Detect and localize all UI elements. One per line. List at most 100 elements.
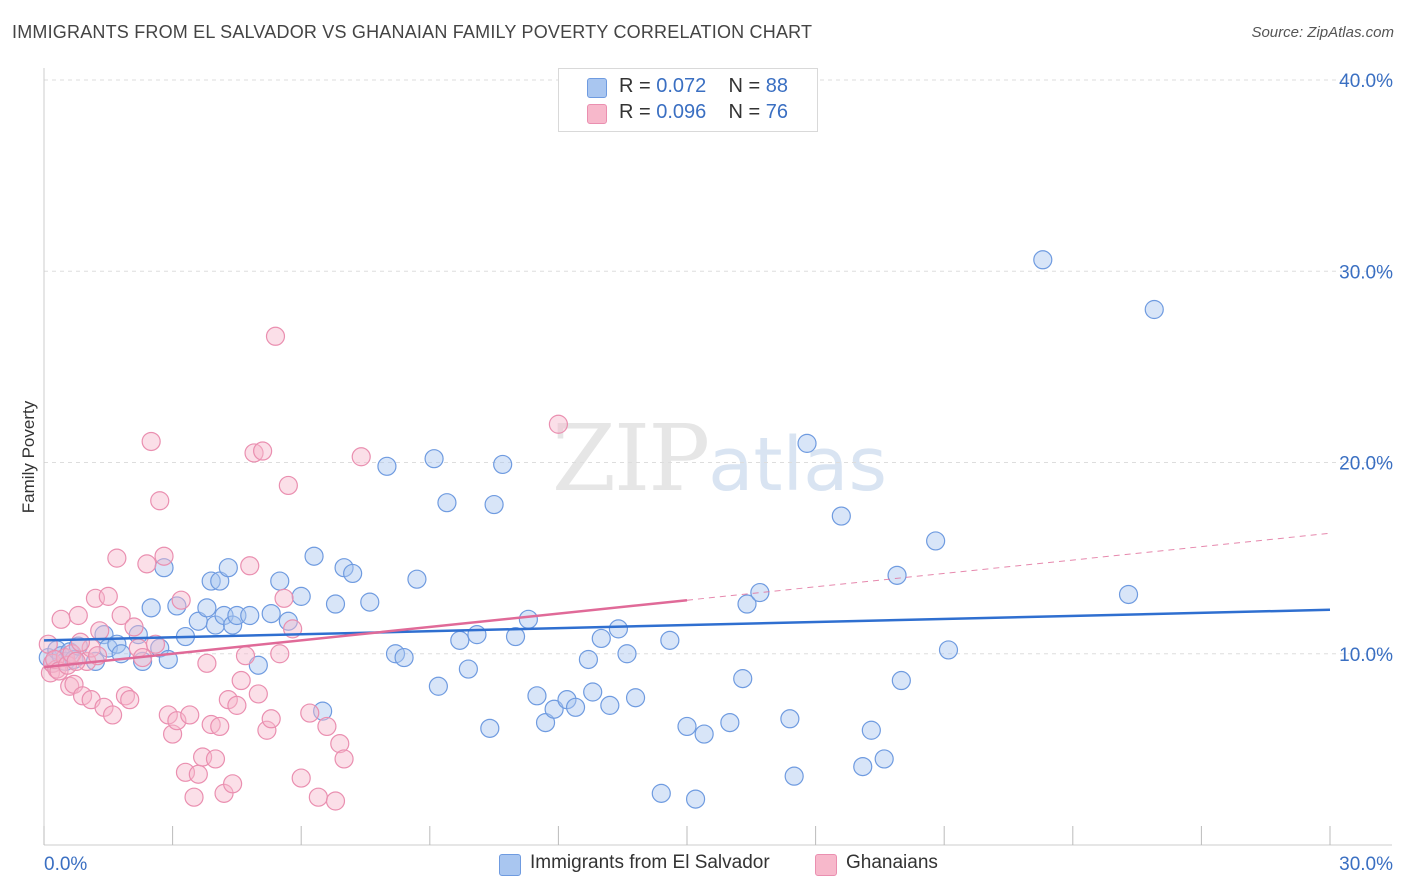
trend-line-ghanaians [43,598,688,669]
legend-r-label: R = [619,101,657,123]
legend-text-el-salvador: R = 0.072 N = 88 [619,75,788,98]
point-el-salvador [1144,299,1164,320]
point-el-salvador [535,712,556,733]
point-ghanaians [240,556,260,576]
point-el-salvador [197,598,217,618]
point-el-salvador [617,644,637,664]
point-ghanaians [205,749,226,769]
axes [43,68,1392,846]
point-el-salvador [784,766,804,786]
point-el-salvador [518,609,538,629]
watermark: ZIPatlas [552,405,887,512]
point-ghanaians [145,634,166,654]
point-ghanaians [66,651,86,672]
point-el-salvador [600,695,620,715]
point-el-salvador [938,640,959,660]
legend-n-label: N = [728,75,766,97]
bottom-legend-label-el-salvador: Immigrants from El Salvador [530,852,770,873]
point-ghanaians [111,605,131,626]
point-el-salvador [480,718,500,738]
point-ghanaians [180,705,200,725]
point-el-salvador [685,789,706,809]
bottom-legend-label-ghanaians: Ghanaians [846,852,938,873]
legend-r-value: 0.096 [656,101,707,123]
point-el-salvador [853,756,873,777]
point-ghanaians [90,621,110,641]
y-axis-label: Family Poverty [19,400,38,513]
point-ghanaians [171,590,191,610]
point-el-salvador [210,571,230,591]
point-ghanaians [150,491,170,511]
data-points [38,250,1164,811]
point-el-salvador [394,647,414,668]
point-el-salvador [874,749,894,769]
point-ghanaians [227,695,247,715]
point-el-salvador [591,628,611,649]
point-el-salvador [437,493,457,513]
correlation-legend: R = 0.072 N = 88 R = 0.096 N = 76 [558,68,818,132]
point-el-salvador [1118,584,1139,605]
x-tick-label: 0.0% [44,854,87,875]
legend-swatch-ghanaians [587,104,607,124]
point-ghanaians [291,768,311,788]
point-el-salvador [343,563,363,584]
point-ghanaians [261,709,281,729]
point-ghanaians [223,774,243,794]
point-el-salvador [261,603,281,624]
point-el-salvador [720,712,740,733]
x-tick-label: 30.0% [1339,854,1393,875]
point-ghanaians [325,791,346,811]
point-el-salvador [248,655,268,675]
point-el-salvador [450,630,470,650]
point-ghanaians [235,646,256,666]
trend-line-el-salvador [43,608,1331,642]
point-ghanaians [253,441,273,461]
point-ghanaians [51,609,71,629]
point-ghanaians [548,414,569,434]
legend-n-value: 76 [765,101,789,123]
point-el-salvador [831,506,851,526]
point-el-salvador [625,688,646,708]
point-ghanaians [210,716,230,737]
legend-n-label: N = [728,101,766,123]
trend-lines [43,532,1331,669]
point-el-salvador [578,649,599,670]
point-el-salvador [651,783,671,803]
point-el-salvador [677,716,697,737]
point-el-salvador [891,670,911,691]
point-el-salvador [694,724,714,744]
point-el-salvador [428,676,448,696]
point-ghanaians [248,684,268,704]
point-el-salvador [527,686,547,706]
point-el-salvador [750,582,770,603]
source-label: Source: ZipAtlas.com [1251,24,1394,41]
point-el-salvador [467,625,487,645]
point-ghanaians [141,431,161,452]
point-ghanaians [98,586,118,606]
point-ghanaians [68,605,88,626]
legend-n-value: 88 [765,75,789,97]
point-el-salvador [583,682,603,702]
point-el-salvador [218,558,238,578]
legend-r-value: 0.072 [656,75,707,97]
point-ghanaians [124,617,144,637]
point-ghanaians [188,764,208,784]
point-ghanaians [107,548,127,568]
point-el-salvador [270,571,290,591]
y-tick-label: 40.0% [1339,71,1393,92]
point-el-salvador [304,546,324,566]
y-tick-label: 10.0% [1339,645,1393,666]
y-tick-label: 30.0% [1339,262,1393,283]
y-tick-label: 20.0% [1339,454,1393,475]
point-el-salvador [733,669,753,689]
point-ghanaians [334,749,354,769]
legend-text-ghanaians: R = 0.096 N = 76 [619,101,788,124]
point-el-salvador [377,456,397,476]
point-el-salvador [737,594,757,614]
point-ghanaians [184,787,204,807]
point-el-salvador [797,433,817,453]
point-ghanaians [270,644,290,664]
point-ghanaians [317,716,337,737]
point-el-salvador [407,569,427,589]
